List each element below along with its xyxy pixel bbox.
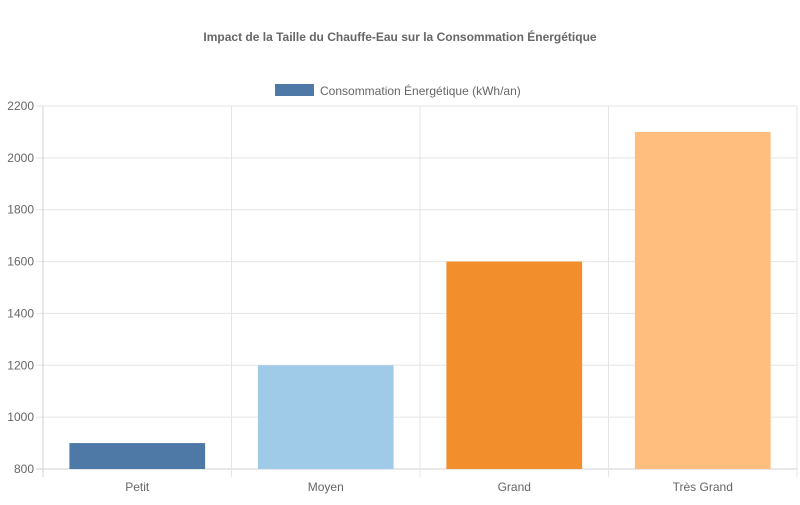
chart-title: Impact de la Taille du Chauffe-Eau sur l… (203, 29, 597, 44)
y-tick-label: 2200 (7, 99, 34, 113)
x-tick-label: Très Grand (673, 480, 733, 494)
bar[interactable] (257, 365, 394, 469)
y-tick-label: 2000 (7, 151, 34, 165)
legend-label: Consommation Énergétique (kWh/an) (320, 83, 521, 98)
bar[interactable] (446, 261, 583, 469)
bar[interactable] (69, 443, 206, 469)
legend[interactable]: Consommation Énergétique (kWh/an) (275, 83, 521, 98)
y-tick-label: 1800 (7, 203, 34, 217)
x-axis-ticks: Petit Moyen Grand Très Grand (125, 480, 733, 494)
y-axis-ticks: 800 1000 1200 1400 1600 1800 2000 2200 (7, 99, 34, 476)
y-tick-label: 1200 (7, 358, 34, 372)
x-tick-label: Grand (498, 480, 531, 494)
y-tick-label: 1600 (7, 255, 34, 269)
x-tick-label: Moyen (308, 480, 344, 494)
grid-lines (36, 105, 798, 477)
legend-swatch (275, 84, 314, 96)
bars (69, 131, 771, 469)
y-tick-label: 1000 (7, 410, 34, 424)
bar[interactable] (634, 131, 771, 469)
x-tick-label: Petit (125, 480, 150, 494)
y-tick-label: 800 (14, 462, 34, 476)
y-tick-label: 1400 (7, 306, 34, 320)
